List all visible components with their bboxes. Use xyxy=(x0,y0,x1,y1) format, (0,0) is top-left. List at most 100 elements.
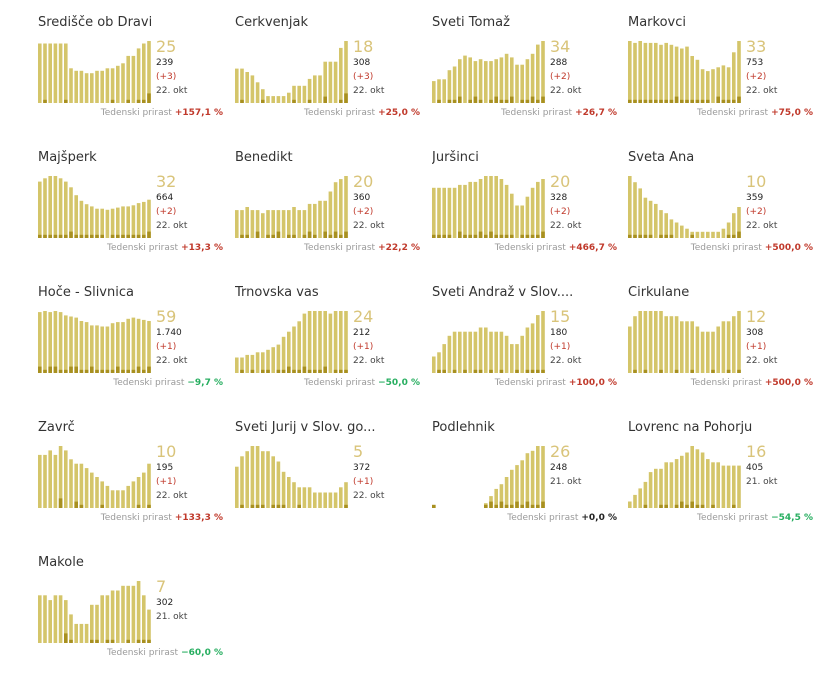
active-cases-bar xyxy=(328,492,333,508)
new-cases-bar xyxy=(510,504,514,508)
active-cases-bar xyxy=(48,43,52,103)
weekly-growth: Tedenski prirast +13,3 % xyxy=(107,243,223,253)
date-label: 22. okt xyxy=(353,221,385,231)
active-cases-bar xyxy=(302,487,307,508)
date-label: 22. okt xyxy=(746,86,778,96)
active-cases-bar xyxy=(84,623,89,643)
active-cases-bar xyxy=(53,311,58,373)
new-cases-bar xyxy=(432,234,436,238)
weekly-growth-label: Tedenski prirast xyxy=(507,513,579,523)
new-cases-bar xyxy=(726,234,731,238)
active-cases-bar xyxy=(38,595,42,643)
new-cases-bar xyxy=(515,369,519,373)
active-cases-bar xyxy=(121,63,125,103)
date-label: 22. okt xyxy=(550,356,582,366)
active-cases-bar xyxy=(323,492,327,508)
active-cases-bar xyxy=(302,85,307,103)
new-cases-bar xyxy=(38,234,42,238)
municipality-card[interactable]: Cirkulane 12 308 (+1) 22. okt Tedenski priras… xyxy=(628,285,813,410)
active-cases-bar xyxy=(292,482,296,508)
active-cases-bar xyxy=(100,208,104,238)
weekly-growth-label: Tedenski prirast xyxy=(107,648,179,658)
active-cases-bar xyxy=(105,209,110,238)
active-cases-bar xyxy=(504,53,509,103)
sparkline-chart xyxy=(38,446,153,508)
latest-value: 15 xyxy=(550,307,571,326)
active-cases-bar xyxy=(281,210,286,238)
active-cases-bar xyxy=(235,357,239,373)
active-cases-bar xyxy=(69,459,73,508)
new-cases-bar xyxy=(142,99,146,103)
latest-value: 33 xyxy=(746,37,767,56)
active-cases-bar xyxy=(84,204,89,238)
active-cases-bar xyxy=(721,321,726,373)
active-cases-bar xyxy=(484,61,488,103)
active-cases-bar xyxy=(255,446,260,508)
active-cases-bar xyxy=(706,71,710,103)
active-cases-bar xyxy=(339,47,343,103)
latest-value: 24 xyxy=(353,307,374,326)
active-cases-bar xyxy=(659,468,663,508)
active-cases-bar xyxy=(489,176,493,238)
new-cases-bar xyxy=(690,369,694,373)
weekly-growth-value: −54,5 % xyxy=(771,513,813,523)
new-cases-bar xyxy=(473,234,478,238)
municipality-card[interactable]: Majšperk 32 664 (+2) 22. okt Tedenski prirast… xyxy=(38,150,223,275)
municipality-card[interactable]: Lovrenc na Pohorju 16 405 21. okt Tedenski p… xyxy=(628,420,813,545)
municipality-name: Sveta Ana xyxy=(628,150,695,165)
sparkline-chart xyxy=(38,41,153,103)
municipality-card[interactable]: Juršinci 20 328 (+2) 22. okt Tedenski prirast… xyxy=(432,150,617,275)
new-cases-bar xyxy=(530,234,535,238)
municipality-card[interactable]: Hoče - Slivnica 59 1.740 (+1) 22. okt Tedensk… xyxy=(38,285,223,410)
latest-value: 12 xyxy=(746,307,767,326)
weekly-growth-value: −50,0 % xyxy=(378,378,420,388)
active-cases-bar xyxy=(468,331,472,373)
municipality-card[interactable]: Makole 7 302 21. okt Tedenski prirast −60,0 % xyxy=(38,555,223,680)
new-cases-bar xyxy=(732,99,736,103)
active-cases-bar xyxy=(510,344,514,373)
active-cases-bar xyxy=(235,466,239,508)
active-cases-bar xyxy=(131,317,136,373)
active-cases-bar xyxy=(287,92,291,103)
active-cases-bar xyxy=(463,184,467,238)
active-cases-bar xyxy=(484,327,488,373)
municipality-card[interactable]: Sveti Andraž v Slov.... 15 180 (+1) 22. okt T… xyxy=(432,285,617,410)
new-cases-bar xyxy=(536,234,540,238)
date-label: 22. okt xyxy=(156,356,188,366)
municipality-card[interactable]: Cerkvenjak 18 308 (+3) 22. okt Tedenski prira… xyxy=(235,15,420,140)
new-cases-bar xyxy=(147,366,151,373)
new-cases-bar xyxy=(541,501,545,508)
active-cases-bar xyxy=(142,472,146,508)
active-cases-bar xyxy=(58,446,63,508)
municipality-card[interactable]: Sveti Jurij v Slov. go... 5 372 (+1) 22. okt xyxy=(235,420,420,545)
municipality-card[interactable]: Markovci 33 753 (+2) 22. okt Tedenski prirast… xyxy=(628,15,813,140)
new-cases-bar xyxy=(339,234,343,238)
active-cases-bar xyxy=(525,327,530,373)
sparkline-svg xyxy=(235,311,348,373)
active-cases-bar xyxy=(504,477,509,508)
new-cases-bar xyxy=(136,234,141,238)
municipality-card[interactable]: Sveti Tomaž 34 288 (+2) 22. okt Tedenski prir… xyxy=(432,15,617,140)
new-cases-bar xyxy=(638,99,642,103)
new-cases-bar xyxy=(110,369,115,373)
sparkline-svg xyxy=(432,311,545,373)
new-cases-bar xyxy=(339,99,343,103)
active-count: 405 xyxy=(746,463,764,473)
municipality-card[interactable]: Podlehnik 26 248 21. okt Tedenski prirast +0,… xyxy=(432,420,617,545)
municipality-card[interactable]: Benedikt 20 360 (+2) 22. okt Tedenski prirast… xyxy=(235,150,420,275)
new-cases-bar xyxy=(74,366,78,373)
active-cases-bar xyxy=(328,313,333,373)
active-cases-bar xyxy=(276,96,281,103)
municipality-card[interactable]: Zavrč 10 195 (+1) 22. okt Tedenski prirast +13… xyxy=(38,420,223,545)
municipality-card[interactable]: Središče ob Dravi 25 239 (+3) 22. okt Tedensk… xyxy=(38,15,223,140)
new-cases-bar xyxy=(292,99,296,103)
active-cases-bar xyxy=(669,316,674,373)
new-cases-bar xyxy=(536,99,540,103)
municipality-name: Cerkvenjak xyxy=(235,15,308,30)
weekly-growth-value: +133,3 % xyxy=(174,513,223,523)
active-cases-bar xyxy=(737,41,741,103)
municipality-card[interactable]: Trnovska vas 24 212 (+1) 22. okt Tedenski pri… xyxy=(235,285,420,410)
municipality-card[interactable]: Sveta Ana 10 359 (+2) 22. okt Tedenski priras… xyxy=(628,150,813,275)
active-cases-bar xyxy=(38,181,42,238)
active-cases-bar xyxy=(136,48,141,103)
